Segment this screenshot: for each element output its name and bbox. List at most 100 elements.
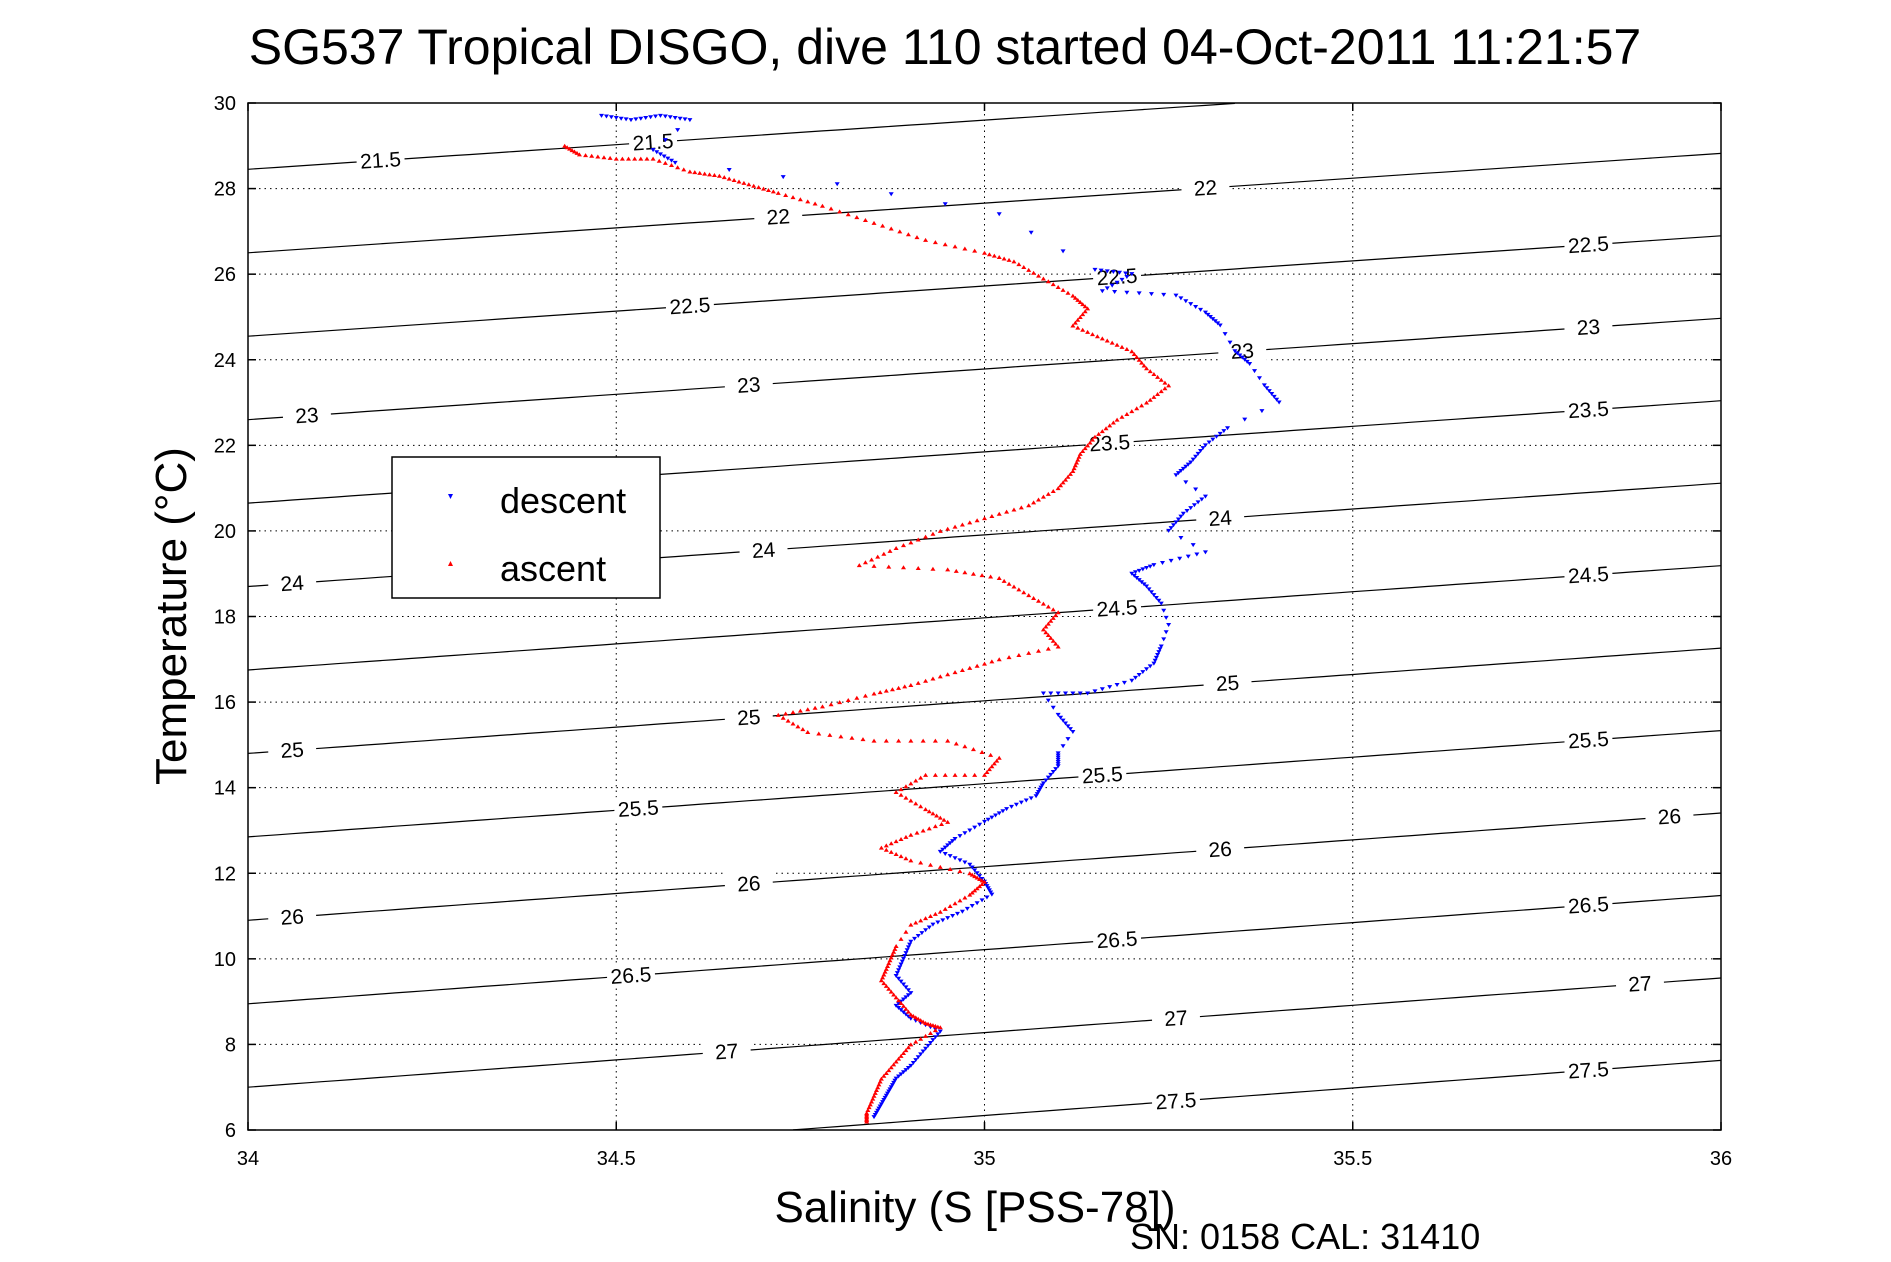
contour-label-bg: [1563, 312, 1614, 340]
data-point-descent: [902, 953, 908, 958]
data-point-ascent: [1050, 615, 1056, 620]
data-point-ascent: [1092, 434, 1098, 439]
data-point-ascent: [920, 828, 926, 833]
data-point-ascent: [908, 858, 914, 863]
data-point-ascent: [862, 560, 868, 565]
data-point-descent: [1134, 575, 1140, 580]
data-point-ascent: [974, 518, 980, 523]
x-tick-label: 34.5: [597, 1148, 636, 1170]
y-tick-label: 8: [225, 1034, 236, 1056]
data-point-ascent: [896, 998, 902, 1003]
data-point-ascent: [756, 185, 762, 190]
data-point-ascent: [952, 244, 958, 249]
data-point-descent: [900, 982, 906, 987]
data-point-ascent: [893, 546, 899, 551]
data-point-ascent: [888, 841, 894, 846]
contour-label: 27.5: [1155, 1089, 1197, 1115]
data-point-ascent: [1031, 595, 1037, 600]
data-point-ascent: [1080, 312, 1086, 317]
data-point-ascent: [1065, 474, 1071, 479]
y-tick-label: 10: [214, 949, 236, 971]
data-point-ascent: [982, 772, 987, 777]
data-point-ascent: [898, 936, 904, 941]
contour-label: 25: [736, 706, 761, 730]
data-point-ascent: [967, 520, 973, 525]
data-point-descent: [1110, 270, 1116, 275]
data-point-ascent: [1080, 449, 1086, 454]
data-point-descent: [945, 916, 951, 921]
data-point-descent: [900, 997, 906, 1002]
data-point-descent: [1222, 332, 1228, 337]
data-point-descent: [1195, 500, 1201, 505]
data-point-descent: [1276, 400, 1282, 405]
contour-label-bg: [1563, 395, 1614, 423]
data-point-ascent: [932, 824, 938, 829]
data-point-ascent: [1075, 297, 1081, 302]
data-point-ascent: [1026, 503, 1032, 508]
data-point-descent: [599, 113, 605, 118]
data-point-ascent: [962, 744, 968, 749]
contour-label: 22.5: [669, 294, 711, 320]
footnote-serial: SN: 0158 CAL: 31410: [1130, 1216, 1480, 1257]
contour-label: 26: [280, 905, 305, 929]
data-point-descent: [1183, 480, 1189, 485]
data-point-descent: [940, 918, 946, 923]
data-point-ascent: [1129, 409, 1135, 414]
data-point-ascent: [918, 918, 924, 923]
data-point-ascent: [932, 1028, 938, 1033]
data-point-descent: [1099, 289, 1105, 294]
data-point-ascent: [1050, 638, 1056, 643]
data-point-descent: [1185, 554, 1191, 559]
data-point-descent: [872, 1113, 878, 1118]
data-point-descent: [1119, 277, 1125, 282]
data-point-ascent: [721, 175, 727, 180]
data-point-descent: [989, 815, 995, 820]
data-point-ascent: [845, 212, 851, 217]
contour-label-bg: [1180, 173, 1231, 201]
data-point-ascent: [1144, 400, 1150, 405]
data-point-ascent: [1070, 293, 1076, 298]
data-point-ascent: [1136, 357, 1142, 362]
data-point-descent: [891, 1080, 897, 1085]
data-point-descent: [1239, 355, 1245, 360]
data-point-ascent: [1006, 257, 1012, 262]
data-point-ascent: [967, 892, 973, 897]
data-point-descent: [1144, 584, 1150, 589]
data-point-ascent: [562, 143, 568, 148]
data-point-ascent: [937, 674, 943, 679]
data-point-ascent: [982, 516, 987, 521]
data-point-ascent: [1043, 624, 1049, 629]
data-point-descent: [896, 976, 902, 981]
data-point-descent: [1202, 310, 1208, 315]
data-point-ascent: [1040, 627, 1046, 632]
data-point-descent: [665, 156, 671, 161]
data-point-descent: [1144, 566, 1150, 571]
data-point-ascent: [927, 1031, 933, 1036]
data-point-ascent: [692, 170, 698, 175]
data-point-descent: [1166, 528, 1172, 533]
data-point-descent: [908, 991, 914, 996]
contour-label: 22.5: [1096, 265, 1138, 291]
data-point-descent: [935, 920, 941, 925]
data-point-ascent: [1082, 309, 1088, 314]
data-point-ascent: [869, 557, 875, 562]
data-point-descent: [1140, 670, 1146, 675]
data-point-ascent: [934, 813, 940, 818]
data-point-descent: [1191, 503, 1197, 508]
data-point-descent: [1153, 595, 1159, 600]
data-point-ascent: [900, 543, 906, 548]
data-point-descent: [1063, 721, 1069, 726]
data-point-ascent: [942, 242, 948, 247]
data-point-descent: [1188, 302, 1194, 307]
data-point-ascent: [1040, 601, 1046, 606]
contour-label-bg: [1563, 890, 1614, 918]
data-point-descent: [880, 1100, 886, 1105]
data-point-ascent: [908, 540, 914, 545]
data-point-ascent: [908, 922, 914, 927]
data-point-ascent: [898, 1053, 904, 1058]
data-point-ascent: [1094, 334, 1100, 339]
contour-label: 26: [736, 872, 761, 896]
legend-descent-label: descent: [500, 480, 626, 521]
data-point-ascent: [898, 792, 904, 797]
